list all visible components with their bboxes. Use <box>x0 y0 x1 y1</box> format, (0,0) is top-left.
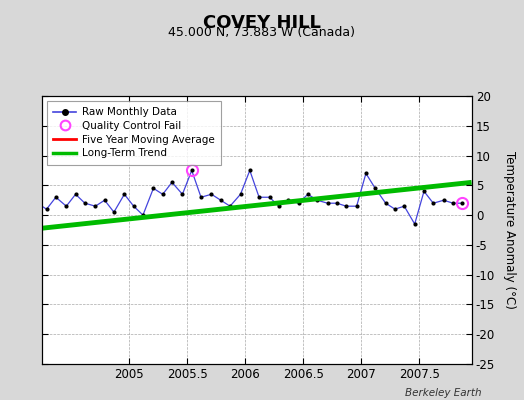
Y-axis label: Temperature Anomaly (°C): Temperature Anomaly (°C) <box>504 151 516 309</box>
Legend: Raw Monthly Data, Quality Control Fail, Five Year Moving Average, Long-Term Tren: Raw Monthly Data, Quality Control Fail, … <box>47 101 221 165</box>
Text: Berkeley Earth: Berkeley Earth <box>406 388 482 398</box>
Text: 45.000 N, 73.883 W (Canada): 45.000 N, 73.883 W (Canada) <box>169 26 355 39</box>
Text: COVEY HILL: COVEY HILL <box>203 14 321 32</box>
